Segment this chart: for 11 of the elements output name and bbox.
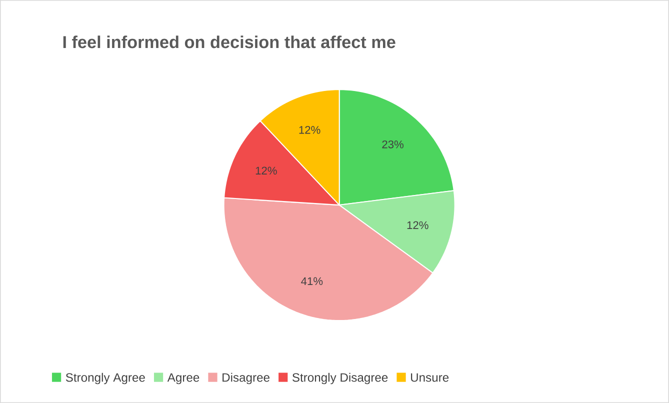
data-label: 23% (382, 140, 404, 148)
data-label: 12% (299, 126, 320, 134)
legend-label: Agree (167, 373, 200, 384)
chart-title: I feel informed on decision that affect me (63, 36, 396, 48)
data-label: 41% (301, 277, 323, 285)
data-label: 12% (256, 166, 277, 175)
legend-label: Strongly Agree (66, 372, 145, 384)
legend-label: Strongly Disagree (292, 372, 388, 384)
legend-label: Unsure (411, 373, 449, 382)
legend-label: Disagree (222, 372, 270, 384)
data-label: 12% (407, 221, 428, 230)
